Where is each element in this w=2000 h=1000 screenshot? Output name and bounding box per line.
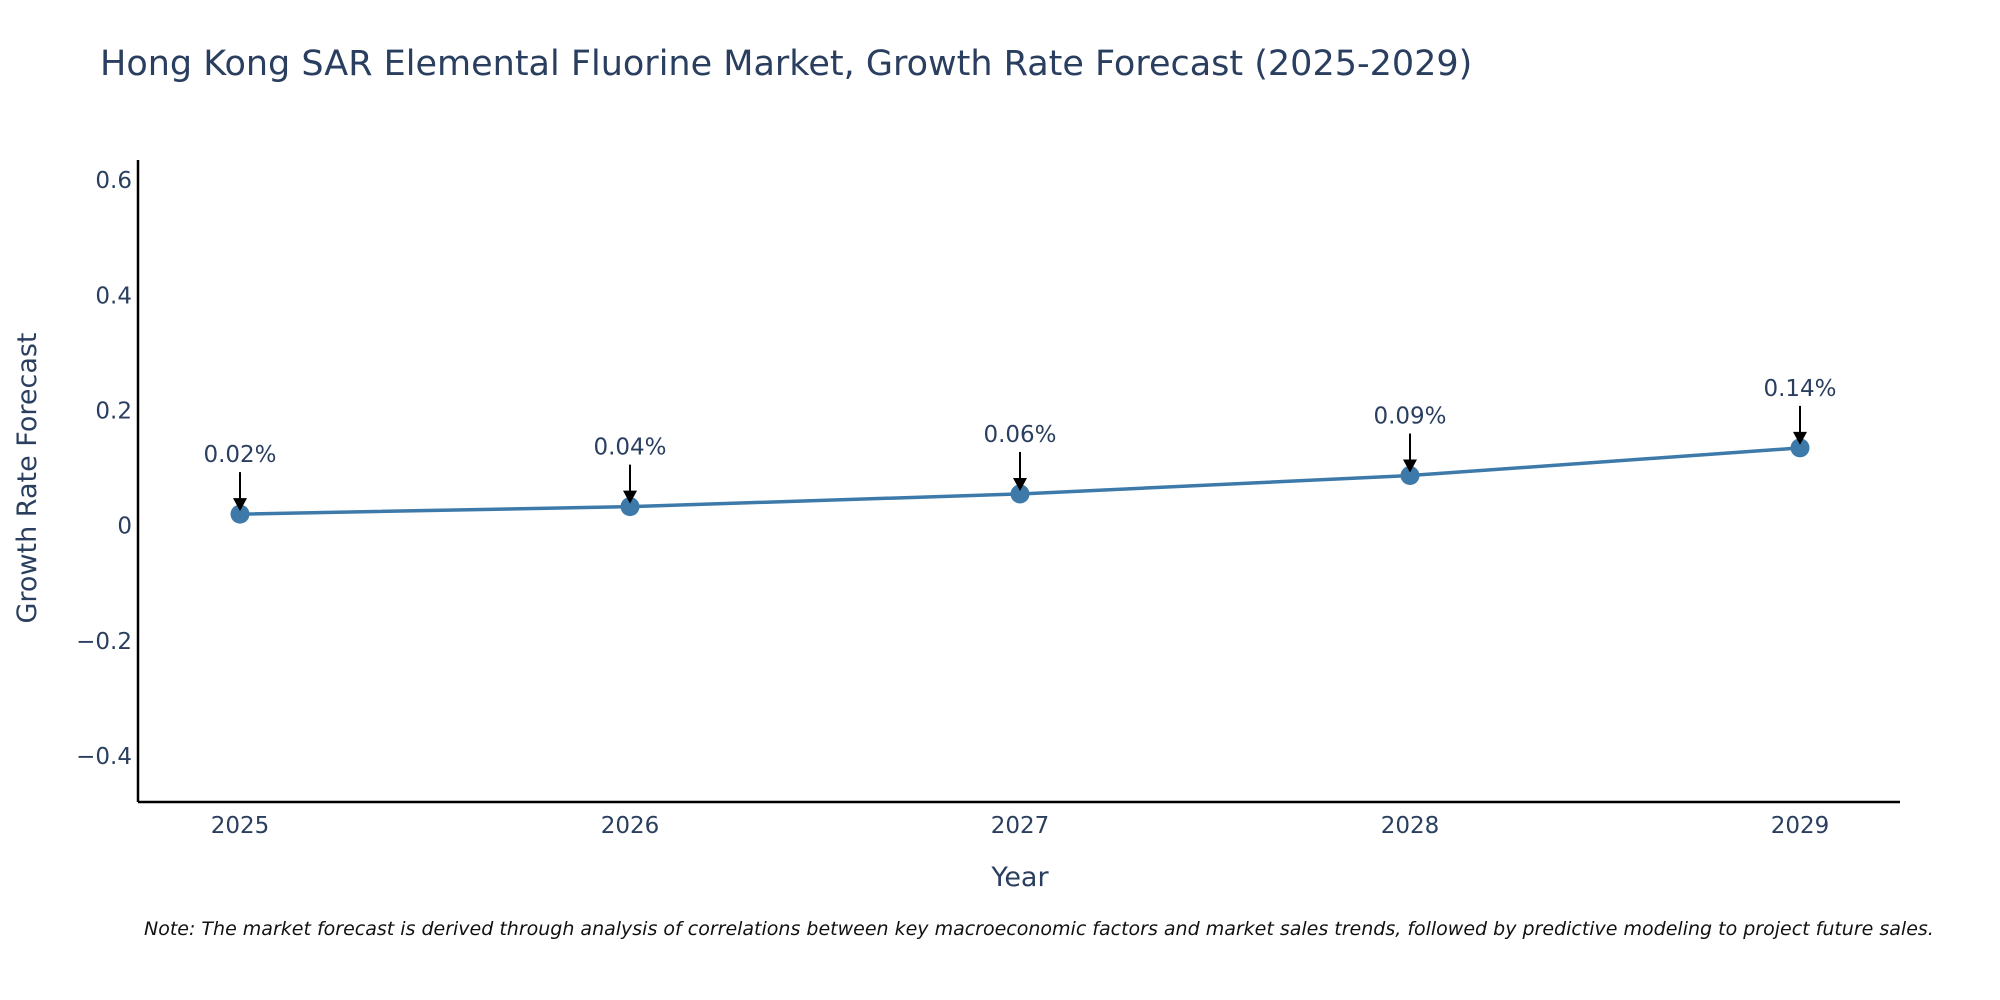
x-tick-label: 2028 [1381,813,1440,839]
footnote: Note: The market forecast is derived thr… [144,918,1934,940]
data-label: 0.02% [203,442,276,468]
x-tick-label: 2026 [601,813,660,839]
data-point-2025 [230,504,250,524]
tick-labels: −0.4 −0.2 0 0.2 0.4 0.6 2025 2026 2027 2028 2029 [76,168,1829,839]
data-label: 0.14% [1763,376,1836,402]
x-axis-title: Year [990,862,1049,893]
x-tick-label: 2027 [991,813,1050,839]
y-tick-label: 0 [117,514,132,540]
data-label: 0.04% [593,435,666,461]
data-point-2029 [1790,438,1810,458]
annotation-arrowhead [1403,459,1417,473]
data-label: 0.09% [1373,404,1446,430]
axes [136,160,1900,804]
data-point-2026 [620,497,640,517]
data-point-2027 [1010,484,1030,504]
annotation-arrowhead [1793,431,1807,445]
series-growth-rate [230,438,1810,524]
y-tick-label: −0.2 [76,629,132,655]
y-tick-label: 0.6 [95,168,132,194]
data-point-2028 [1400,466,1420,486]
chart-title: Hong Kong SAR Elemental Fluorine Market,… [100,44,1473,84]
y-axis-title: Growth Rate Forecast [12,332,43,623]
annotation-arrowhead [233,498,247,512]
x-tick-label: 2029 [1771,813,1830,839]
x-tick-label: 2025 [211,813,270,839]
y-tick-label: −0.4 [76,744,132,770]
y-tick-label: 0.4 [95,283,132,309]
data-label-annotations: 0.02% 0.04% 0.06% 0.09% 0.14% [203,376,1837,512]
annotation-arrowhead [1013,477,1027,491]
data-label: 0.06% [983,422,1056,448]
y-tick-label: 0.2 [95,398,132,424]
annotation-arrowhead [623,490,637,504]
